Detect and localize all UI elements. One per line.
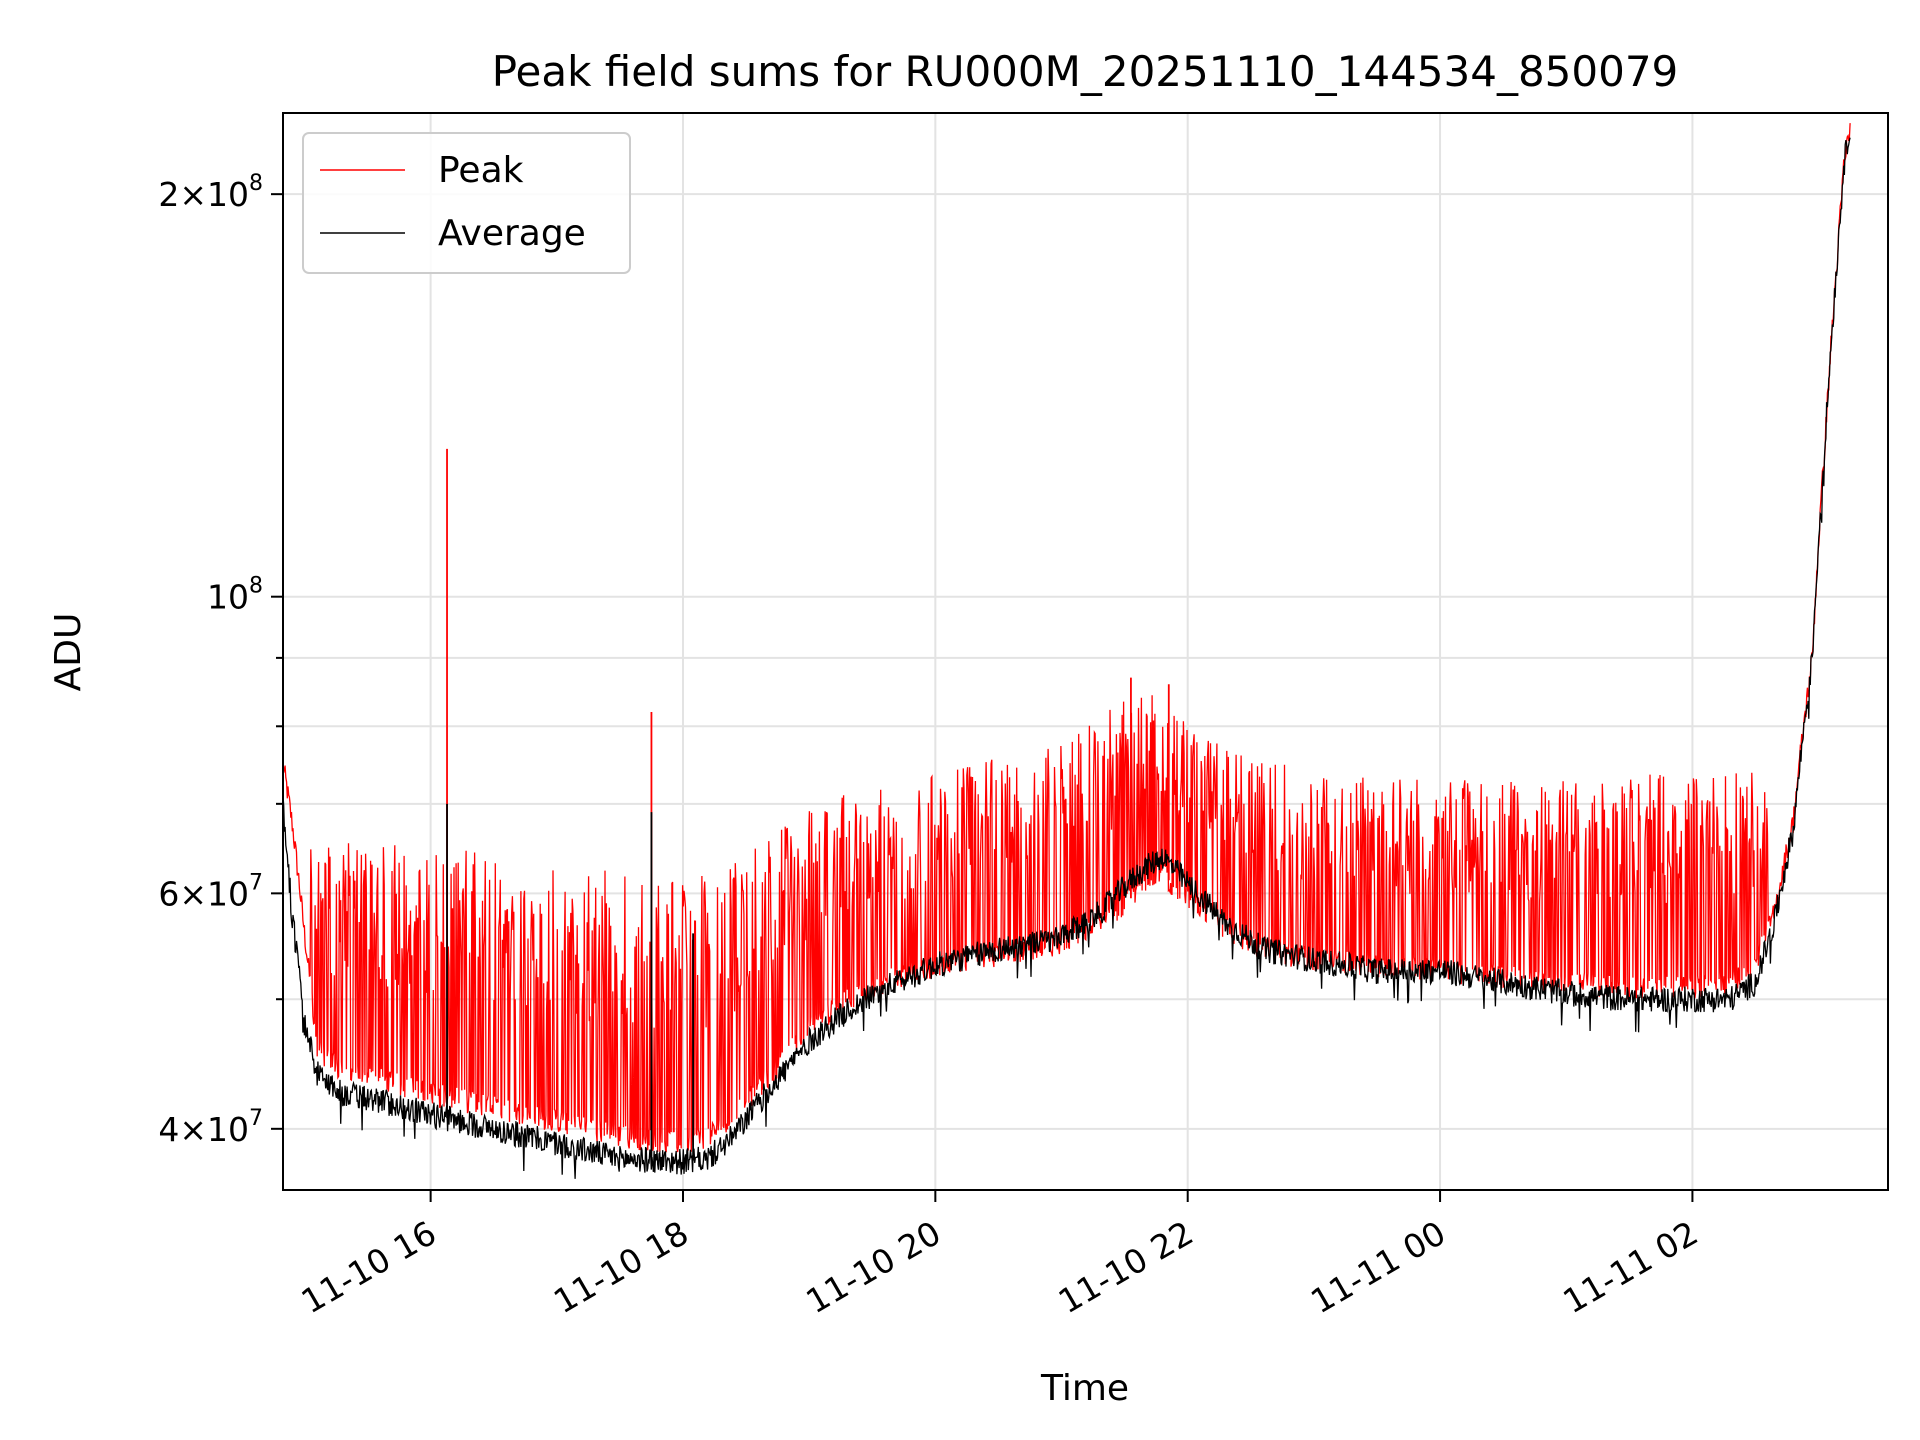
x-tick-label: 11-10 22 — [1052, 1213, 1200, 1321]
x-tick-label: 11-11 02 — [1556, 1213, 1704, 1321]
x-tick-label: 11-10 18 — [547, 1213, 695, 1321]
average-series-line — [283, 137, 1851, 1179]
y-tick-label: 4×107 — [158, 1106, 263, 1149]
peak-series-line — [283, 123, 1851, 1153]
y-tick-label: 108 — [207, 574, 263, 617]
y-tick-label: 2×108 — [158, 171, 263, 214]
tick-layer: 11-10 16 11-10 18 11-10 20 11-10 22 11-11 00… — [158, 171, 1704, 1321]
legend-box — [302, 132, 631, 274]
y-tick-label: 6×107 — [158, 870, 263, 913]
grid-layer — [283, 113, 1888, 1190]
x-axis-label: Time — [1040, 1368, 1129, 1409]
x-tick-label: 11-10 16 — [295, 1213, 443, 1321]
legend: Peak Average — [302, 132, 631, 274]
plot-frame — [282, 112, 1889, 1191]
x-tick-label: 11-10 20 — [799, 1213, 947, 1321]
chart-title: Peak field sums for RU000M_20251110_1445… — [492, 47, 1679, 96]
y-axis-label: ADU — [48, 613, 89, 692]
legend-label-average: Average — [438, 213, 586, 254]
x-tick-label: 11-11 00 — [1304, 1213, 1452, 1321]
series-layer — [283, 123, 1851, 1179]
legend-label-peak: Peak — [438, 150, 524, 191]
